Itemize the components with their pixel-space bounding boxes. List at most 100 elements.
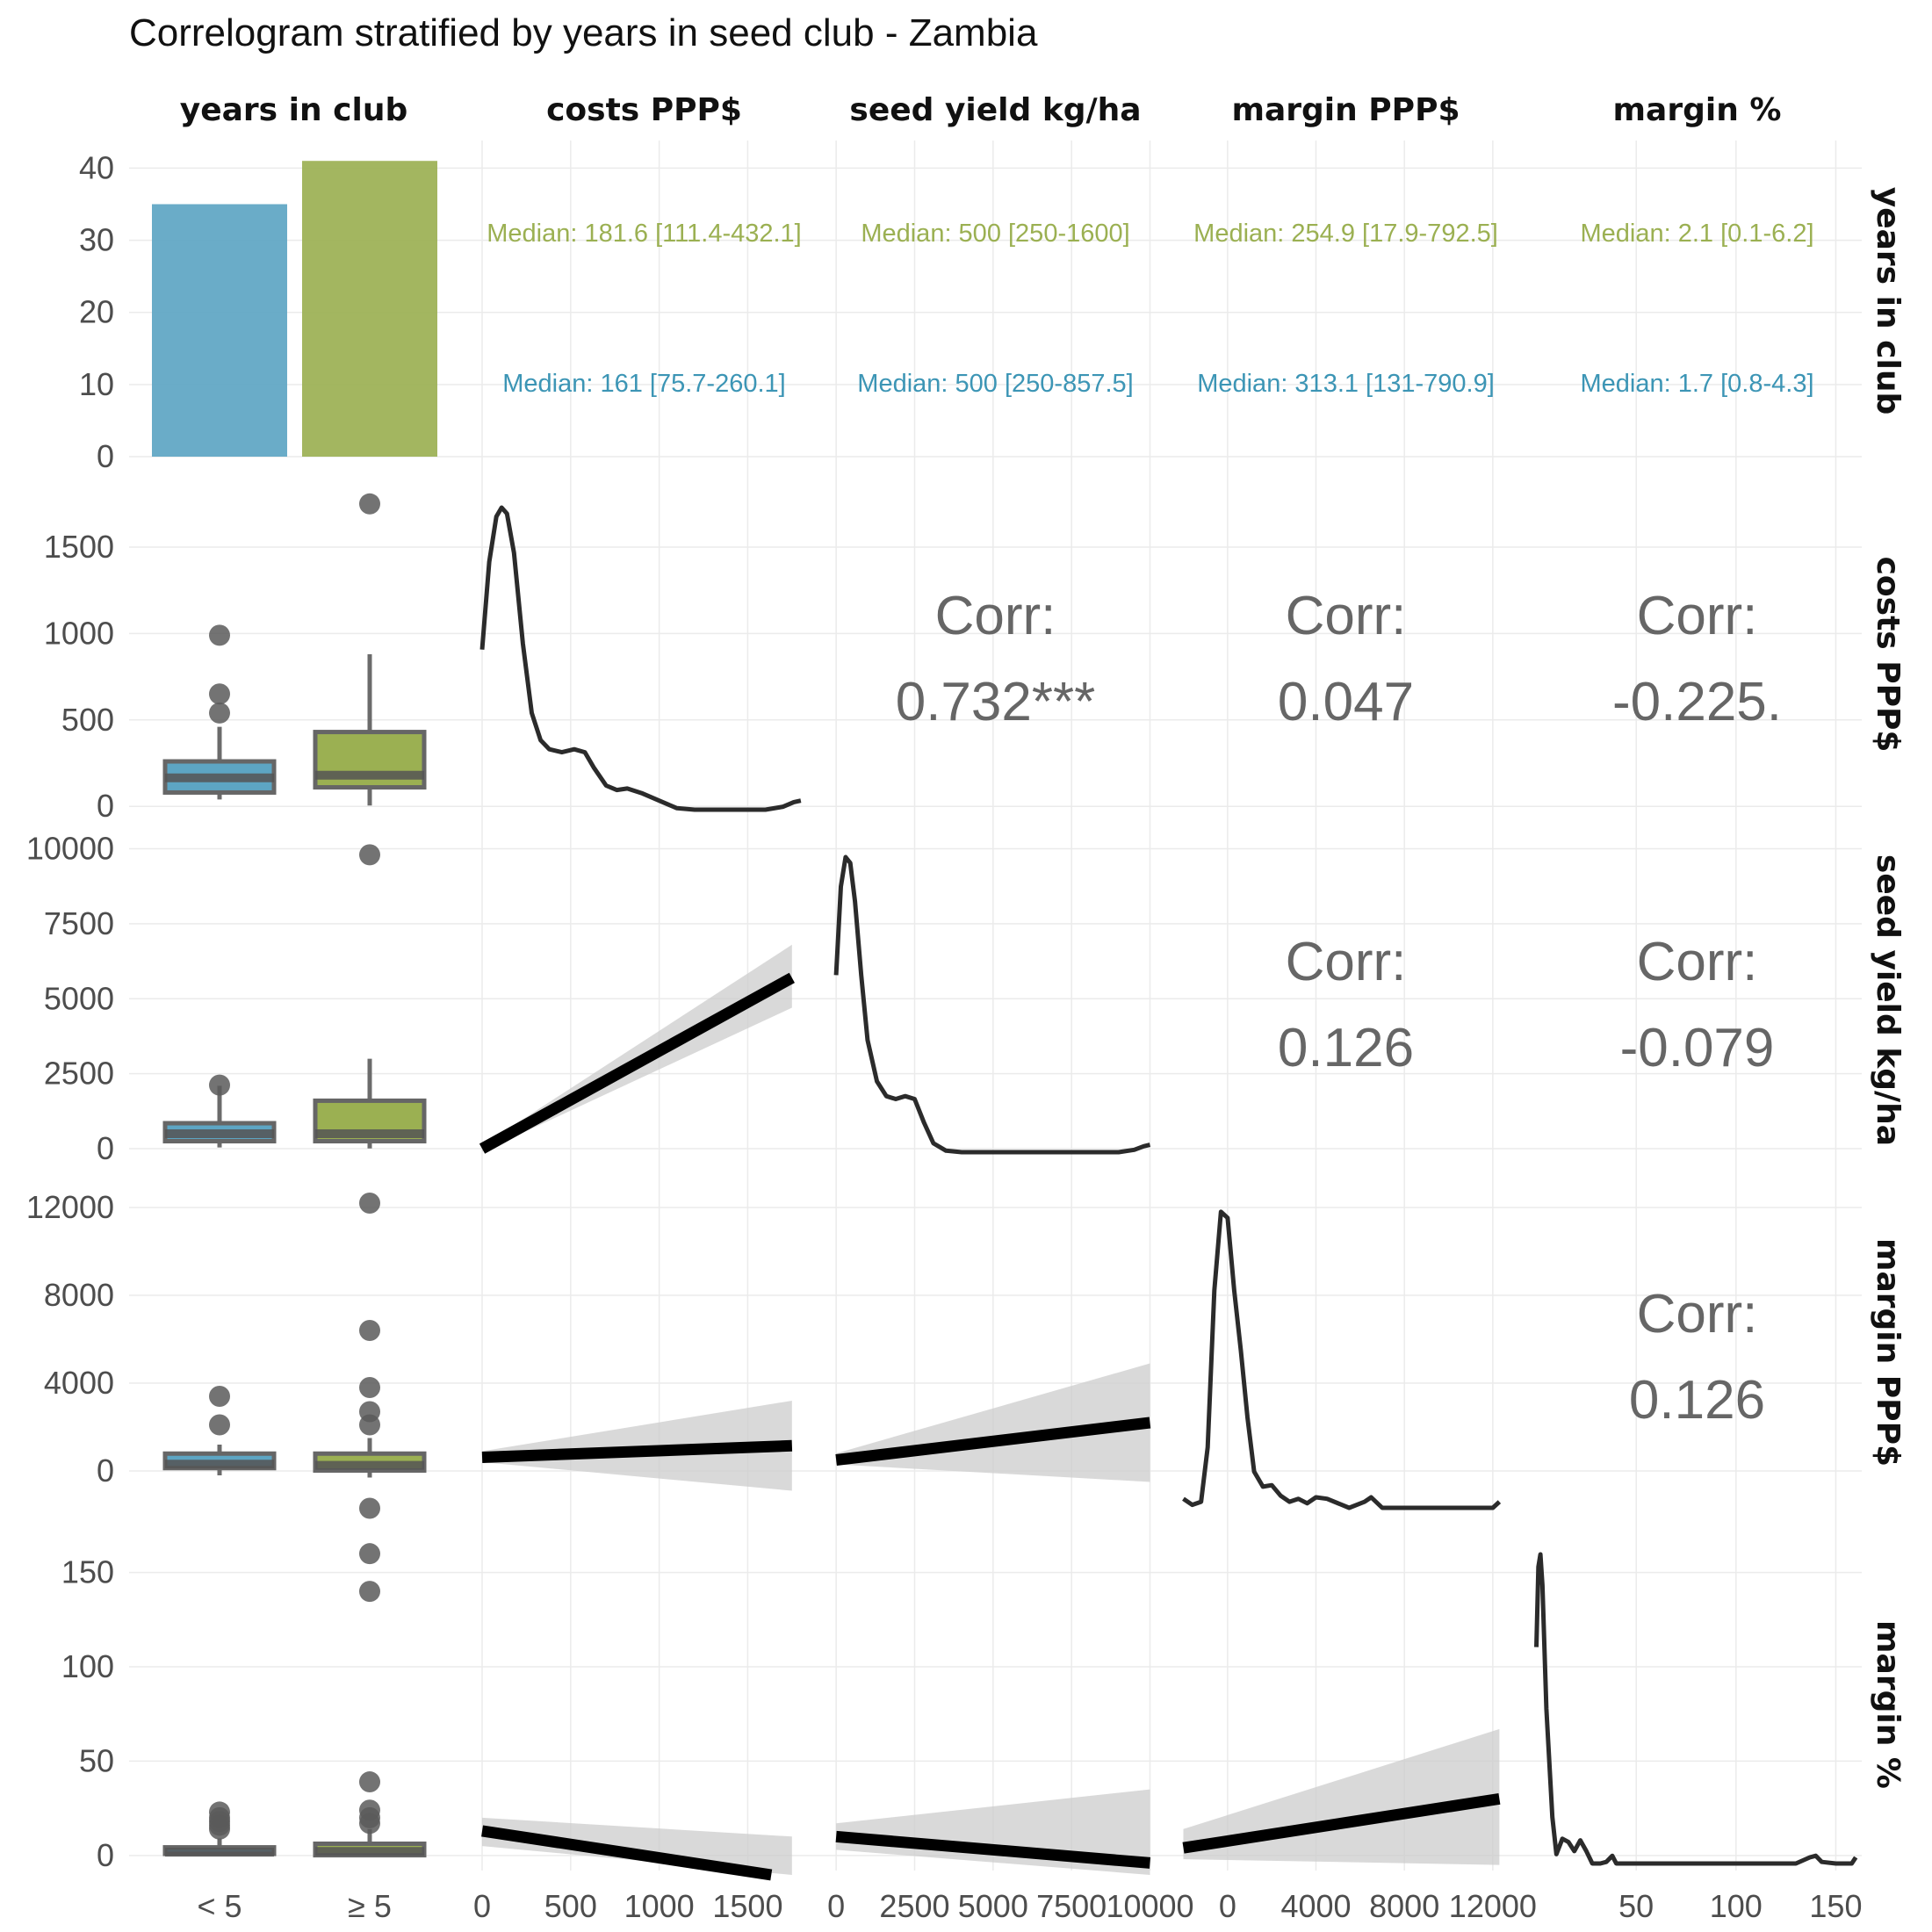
corr-value: 0.126 (1278, 1018, 1414, 1078)
column-strip-label: years in club (180, 92, 407, 128)
corr-label: Corr: (1637, 1284, 1758, 1344)
x-tick-label: 7500 (1036, 1888, 1107, 1924)
column-strip-label: margin % (1613, 92, 1782, 128)
x-tick-label: 2500 (879, 1888, 949, 1924)
row-strip-label: seed yield kg/ha (1870, 854, 1906, 1146)
x-tick-label: 0 (473, 1888, 491, 1924)
corr-label: Corr: (1637, 586, 1758, 646)
x-tick-label: 1500 (712, 1888, 782, 1924)
y-tick-label: 1500 (44, 529, 114, 565)
corr-value: 0.732*** (896, 672, 1096, 732)
y-tick-label: 500 (61, 702, 114, 738)
median-label-ge5: Median: 181.6 [111.4-432.1] (487, 220, 801, 248)
y-tick-label: 20 (79, 294, 114, 330)
box-outlier (209, 1414, 230, 1436)
x-tick-label: 100 (1710, 1888, 1763, 1924)
median-label-lt5: Median: 500 [250-857.5] (857, 370, 1133, 398)
x-tick-label: 1000 (624, 1888, 695, 1924)
corr-value: 0.047 (1278, 672, 1414, 732)
count-bar (152, 204, 287, 457)
count-bar (302, 161, 437, 457)
box-outlier (359, 1193, 380, 1214)
corr-label: Corr: (1286, 586, 1407, 646)
median-label-lt5: Median: 1.7 [0.8-4.3] (1581, 370, 1814, 398)
box-outlier (359, 1497, 380, 1519)
gridlines (129, 141, 1862, 1871)
x-tick-label: 0 (827, 1888, 845, 1924)
median-label-lt5: Median: 313.1 [131-790.9] (1197, 370, 1495, 398)
x-tick-label: ≥ 5 (348, 1888, 392, 1924)
box-outlier (209, 683, 230, 705)
row-strip-label: years in club (1870, 187, 1906, 415)
corr-label: Corr: (1637, 932, 1758, 992)
regression-line (835, 1417, 1151, 1466)
y-tick-label: 2500 (44, 1056, 114, 1092)
median-label-ge5: Median: 2.1 [0.1-6.2] (1581, 220, 1814, 248)
box-outlier (359, 493, 380, 515)
box-outlier (209, 702, 230, 724)
box-outlier (359, 1771, 380, 1793)
box-outlier (209, 1386, 230, 1407)
row-strip-label: margin % (1870, 1620, 1906, 1789)
box-outlier (359, 1377, 380, 1398)
column-strip-label: costs PPP$ (546, 92, 742, 128)
box-outlier (359, 1320, 380, 1341)
y-tick-label: 0 (97, 1837, 114, 1873)
density-curve (833, 854, 1151, 1155)
confidence-bands (482, 944, 1500, 1875)
x-tick-label: 5000 (958, 1888, 1028, 1924)
x-tick-label: < 5 (197, 1888, 242, 1924)
y-tick-label: 5000 (44, 980, 114, 1016)
y-tick-label: 12000 (26, 1189, 114, 1225)
x-tick-label: 150 (1809, 1888, 1862, 1924)
y-tick-label: 0 (97, 438, 114, 474)
chart-title: Correlogram stratified by years in seed … (129, 11, 1038, 54)
median-label-lt5: Median: 161 [75.7-260.1] (502, 370, 785, 398)
row-strip-label: costs PPP$ (1870, 557, 1906, 753)
box-outlier (359, 1799, 380, 1821)
x-tick-label: 500 (544, 1888, 597, 1924)
y-tick-label: 7500 (44, 905, 114, 941)
y-tick-label: 150 (61, 1554, 114, 1590)
column-strip-label: seed yield kg/ha (849, 92, 1141, 128)
box-outlier (359, 1401, 380, 1423)
y-tick-label: 0 (97, 788, 114, 824)
regression-line (835, 1830, 1151, 1869)
y-tick-label: 0 (97, 1130, 114, 1166)
x-tick-label: 12000 (1449, 1888, 1537, 1924)
x-tick-label: 0 (1219, 1888, 1236, 1924)
box-outlier (359, 1543, 380, 1565)
y-tick-label: 30 (79, 222, 114, 258)
box-outlier (359, 844, 380, 866)
y-tick-label: 100 (61, 1648, 114, 1684)
box-outlier (359, 1581, 380, 1603)
corr-value: -0.079 (1620, 1018, 1775, 1078)
row-strip-label: margin PPP$ (1870, 1238, 1906, 1467)
y-tick-label: 1000 (44, 615, 114, 651)
x-tick-label: 8000 (1369, 1888, 1439, 1924)
chart-labels: years in club years in club costs PPP$ cost… (26, 92, 1906, 1924)
y-tick-label: 10000 (26, 831, 114, 867)
y-tick-label: 4000 (44, 1365, 114, 1401)
y-tick-label: 10 (79, 366, 114, 402)
y-tick-label: 0 (97, 1453, 114, 1489)
median-label-ge5: Median: 500 [250-1600] (861, 220, 1129, 248)
density-curve (479, 505, 802, 812)
median-label-ge5: Median: 254.9 [17.9-792.5] (1193, 220, 1498, 248)
chart-marks (152, 161, 1858, 1881)
x-tick-label: 10000 (1106, 1888, 1193, 1924)
y-tick-label: 50 (79, 1742, 114, 1778)
box-outlier (209, 1074, 230, 1096)
box-outlier (209, 624, 230, 646)
x-tick-label: 50 (1618, 1888, 1654, 1924)
x-tick-label: 4000 (1280, 1888, 1351, 1924)
y-tick-label: 40 (79, 149, 114, 185)
y-tick-label: 8000 (44, 1277, 114, 1313)
corr-label: Corr: (935, 586, 1056, 646)
regression-line (479, 972, 795, 1154)
corr-label: Corr: (1286, 932, 1407, 992)
confidence-band (482, 1401, 792, 1491)
column-strip-label: margin PPP$ (1231, 92, 1460, 128)
density-curve (1182, 1209, 1502, 1510)
